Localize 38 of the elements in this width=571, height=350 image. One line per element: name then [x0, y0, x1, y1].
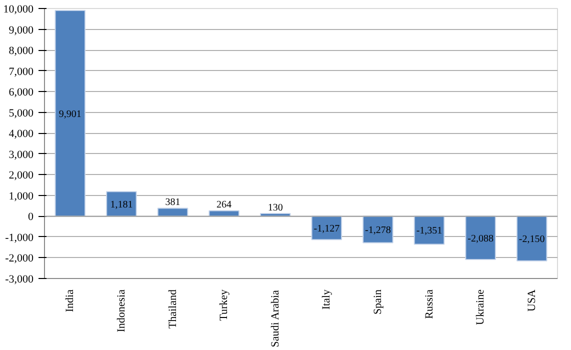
- data-label: 130: [268, 202, 283, 214]
- x-tick-label: USA: [526, 289, 538, 312]
- x-tick-label: Saudi Arabia: [269, 290, 282, 348]
- y-tick-label: -2,000: [5, 252, 34, 265]
- x-tick-label: Thailand: [166, 289, 179, 329]
- bar: [54, 10, 86, 217]
- bar: [414, 216, 445, 245]
- data-label: -1,127: [314, 223, 340, 234]
- y-tick-label: 9,000: [8, 24, 34, 36]
- y-tick-label: 8,000: [8, 45, 34, 58]
- data-label: 1,181: [110, 199, 133, 210]
- data-label: -1,278: [365, 224, 391, 236]
- x-tick-label: India: [64, 289, 76, 312]
- x-tick-label: Ukraine: [474, 289, 487, 325]
- bar: [516, 216, 548, 262]
- y-tick-label: 10,000: [3, 4, 34, 16]
- x-tick-label: Indonesia: [115, 289, 128, 332]
- y-tick-label: 1,000: [8, 190, 34, 202]
- data-label: -2,088: [468, 233, 494, 244]
- y-tick-label: 0: [28, 211, 34, 224]
- y-tick-label: 3,000: [8, 148, 34, 161]
- x-tick-label: Turkey: [218, 289, 230, 321]
- data-label: 264: [216, 199, 232, 210]
- data-label: -1,351: [416, 226, 442, 237]
- y-tick-label: 5,000: [8, 107, 34, 120]
- y-tick-label: 7,000: [8, 66, 34, 78]
- y-tick-label: -1,000: [5, 232, 34, 244]
- y-tick-label: 2,000: [8, 170, 34, 182]
- y-tick-label: 6,000: [8, 86, 34, 99]
- data-label: 9,901: [58, 108, 82, 120]
- data-label: 381: [165, 197, 180, 208]
- bar: [465, 216, 496, 260]
- x-tick-label: Italy: [320, 289, 333, 310]
- x-tick-label: Russia: [423, 289, 436, 319]
- y-tick-label: -3,000: [5, 274, 34, 286]
- x-tick-label: Spain: [372, 289, 384, 315]
- y-tick-label: 4,000: [8, 128, 34, 140]
- data-label: -2,150: [518, 234, 545, 246]
